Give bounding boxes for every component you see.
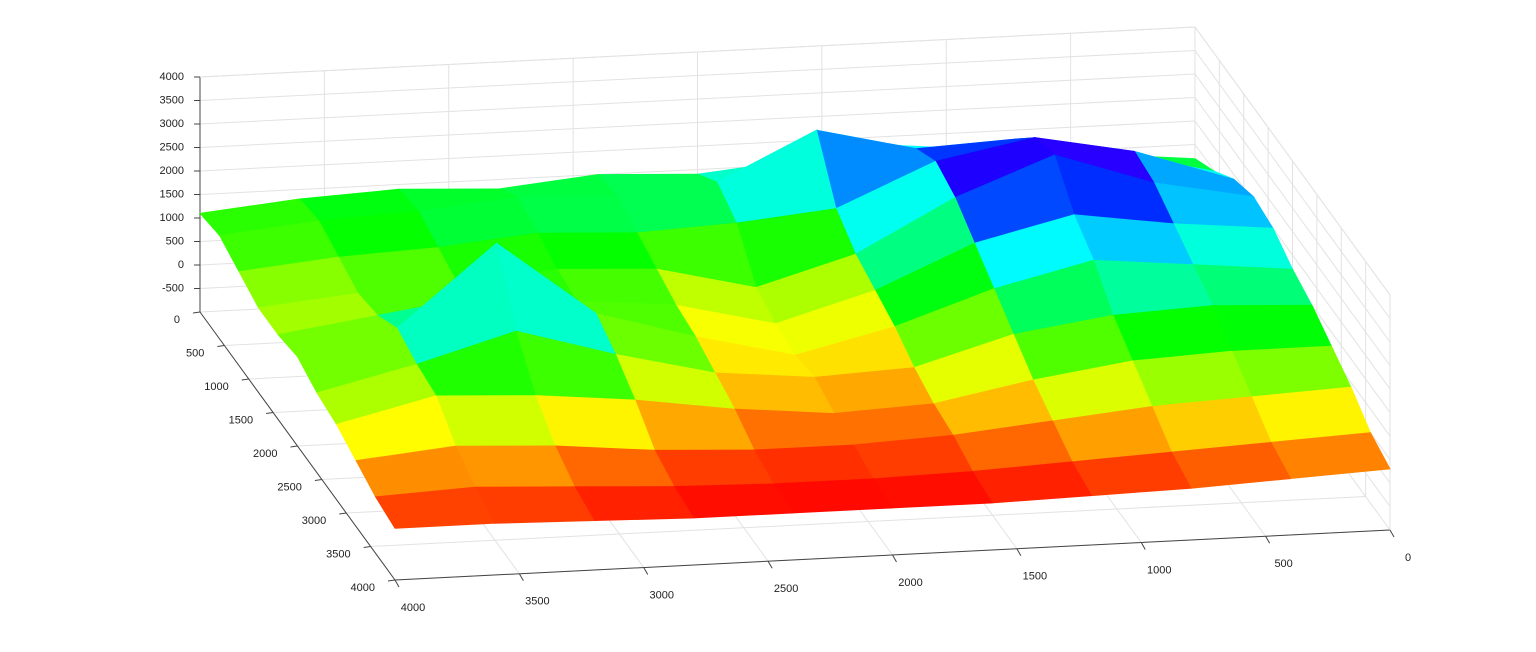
surface-patch: [753, 444, 874, 485]
surface-patch: [496, 174, 619, 198]
surface-patch: [673, 483, 794, 519]
surface-patch: [653, 449, 775, 487]
z-tick-label: 1500: [160, 188, 184, 200]
y-tick-label: 0: [174, 314, 180, 326]
tick-mark: [192, 311, 201, 314]
x-tick-label: 0: [1405, 552, 1411, 564]
y-tick-label: 500: [186, 347, 204, 359]
grid-line: [199, 97, 1196, 148]
x-tick-label: 1000: [1147, 564, 1171, 576]
tick-mark: [387, 579, 396, 582]
z-tick-label: 1000: [160, 212, 184, 224]
box-edge: [199, 26, 1196, 78]
tick-mark: [1140, 542, 1146, 550]
tick-mark: [290, 445, 298, 448]
tick-mark: [314, 479, 322, 481]
tick-mark: [892, 554, 897, 563]
grid-line: [1194, 73, 1391, 343]
z-tick-label: 500: [166, 235, 184, 247]
z-tick-label: 2500: [160, 141, 184, 153]
tick-mark: [1016, 548, 1022, 556]
surface-patch: [374, 486, 496, 529]
x-tick-label: 2500: [774, 583, 798, 595]
z-tick-label: 4000: [160, 71, 184, 83]
tick-mark: [217, 345, 225, 347]
surface-patch: [772, 478, 894, 514]
x-tick-label: 3500: [525, 596, 549, 608]
z-tick-label: 3000: [160, 118, 184, 130]
z-tick-label: 3500: [160, 94, 184, 106]
x-tick-label: 2000: [898, 577, 922, 589]
y-tick-label: 4000: [351, 582, 375, 594]
y-tick-label: 3500: [326, 548, 350, 560]
surface-patch: [536, 232, 658, 270]
z-tick-label: 2000: [160, 165, 184, 177]
tick-mark: [643, 567, 649, 575]
y-tick-label: 2500: [277, 481, 301, 493]
x-tick-label: 4000: [401, 602, 425, 614]
surface-patch: [1192, 264, 1313, 307]
grid-line: [1194, 50, 1391, 319]
grid-line: [1194, 97, 1391, 366]
grid-line: [1194, 120, 1391, 390]
surface-patch: [573, 486, 695, 522]
tick-mark: [1389, 529, 1395, 538]
grid-line: [199, 73, 1196, 125]
tick-mark: [363, 546, 371, 548]
tick-mark: [394, 579, 400, 588]
y-tick-label: 1000: [204, 381, 228, 393]
surface-patch: [454, 445, 576, 488]
box-edge: [1194, 26, 1391, 296]
surface-patch: [1211, 304, 1333, 352]
grid-line: [199, 120, 1196, 172]
y-tick-label: 1500: [229, 414, 253, 426]
y-tick-label: 2000: [253, 448, 277, 460]
surface-patch: [517, 196, 638, 234]
tick-mark: [1265, 536, 1271, 544]
tick-mark: [339, 512, 347, 515]
tick-mark: [241, 378, 249, 381]
z-tick-label: 0: [178, 259, 184, 271]
x-tick-label: 3000: [650, 589, 674, 601]
grid-line: [199, 50, 1196, 101]
surface-patch: [474, 486, 595, 524]
tick-mark: [518, 573, 524, 581]
z-tick-label: -500: [162, 282, 184, 294]
grid-line: [370, 496, 1366, 547]
tick-mark: [767, 561, 773, 569]
x-tick-label: 500: [1274, 558, 1292, 570]
y-tick-label: 3000: [302, 515, 326, 527]
surface-patch: [435, 395, 556, 447]
x-tick-label: 1500: [1023, 571, 1047, 583]
tick-mark: [266, 412, 274, 414]
